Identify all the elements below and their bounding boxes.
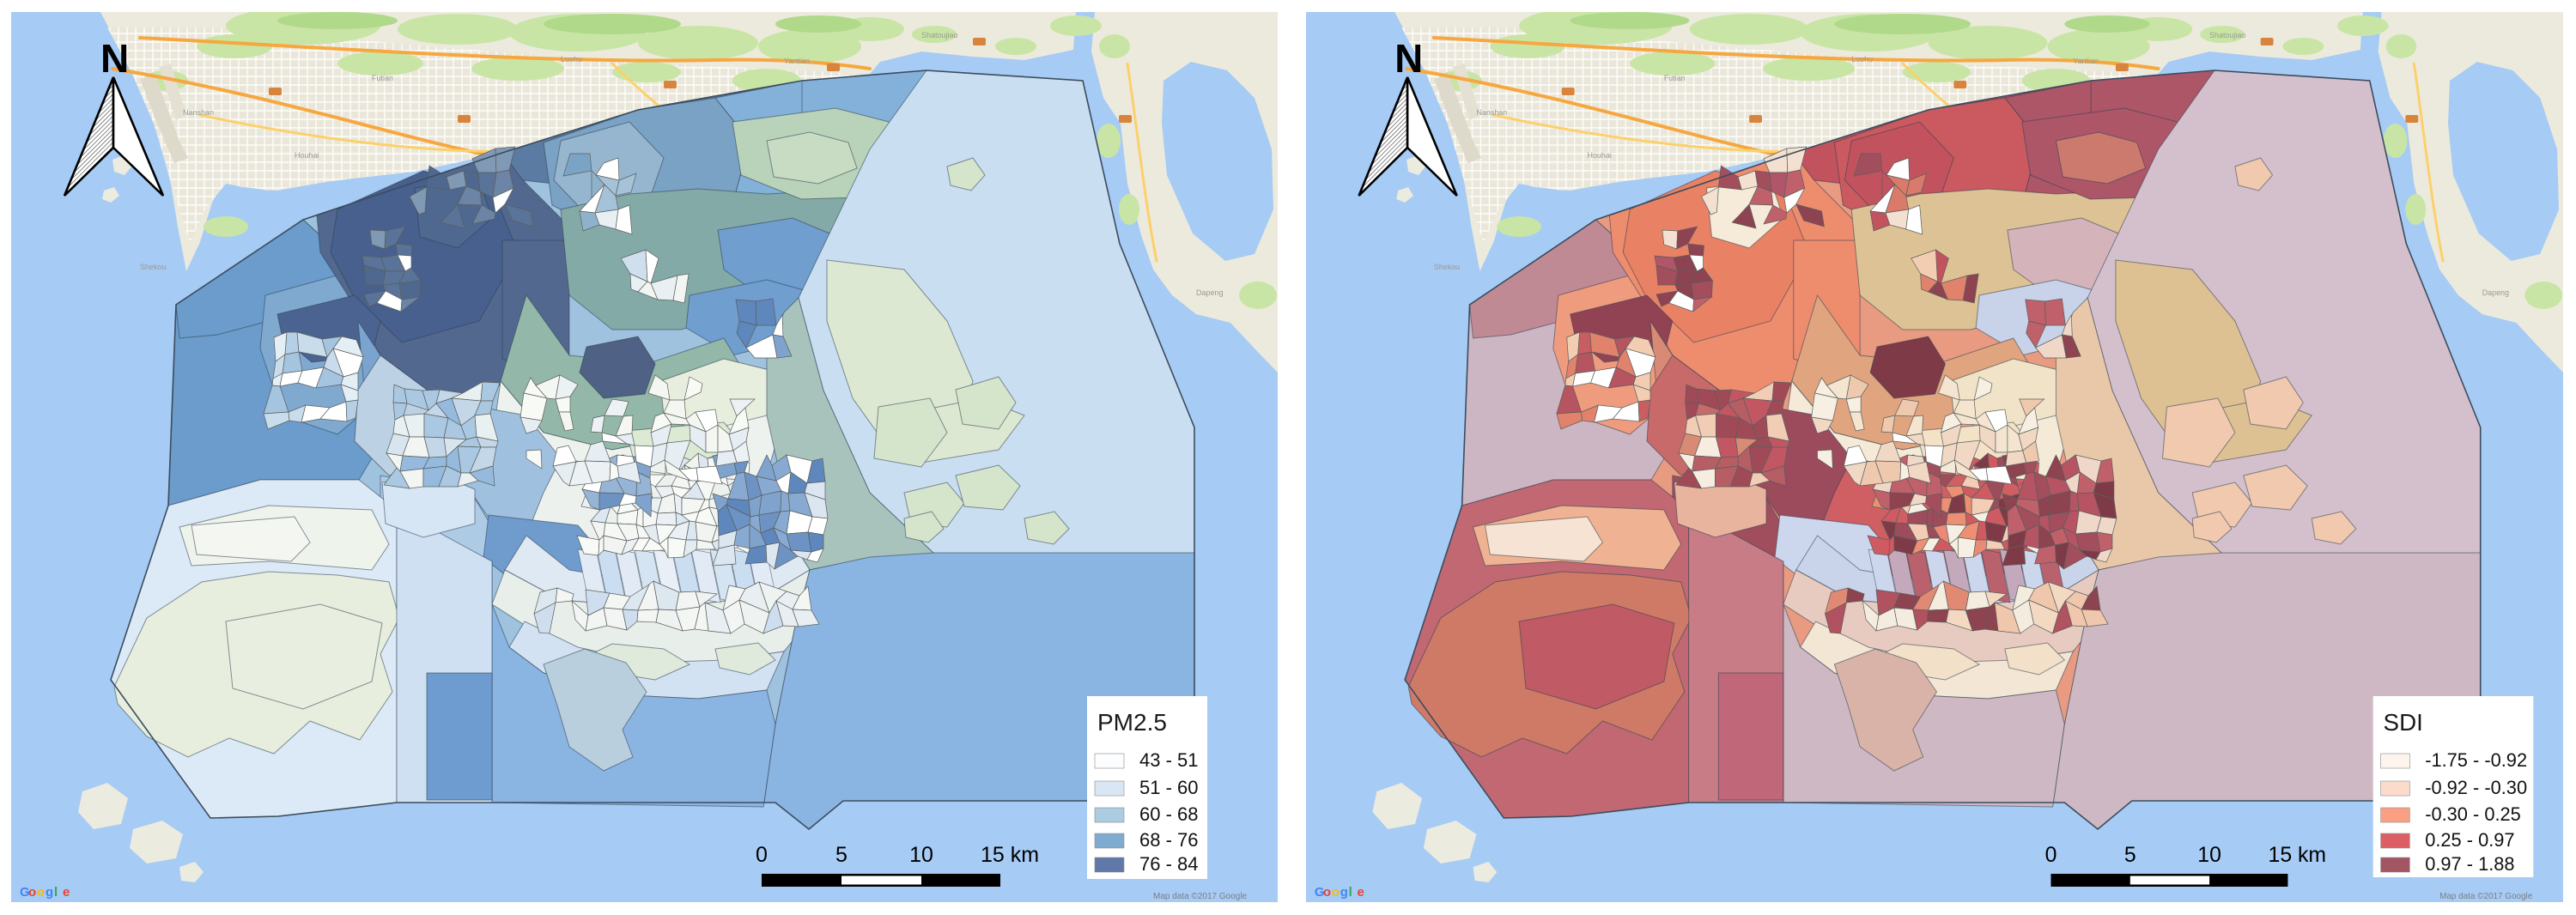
svg-text:-0.30 - 0.25: -0.30 - 0.25 (2425, 803, 2521, 825)
svg-text:10: 10 (2197, 843, 2221, 867)
svg-text:Nanshan: Nanshan (1477, 108, 1508, 117)
svg-text:G: G (20, 885, 30, 900)
svg-text:o: o (1323, 885, 1331, 900)
svg-text:Map data ©2017 Google: Map data ©2017 Google (2439, 892, 2533, 901)
svg-text:l: l (54, 885, 58, 900)
svg-text:o: o (37, 885, 45, 900)
svg-text:Map data ©2017 Google: Map data ©2017 Google (1153, 892, 1248, 901)
svg-text:0: 0 (756, 843, 768, 867)
svg-text:Futian: Futian (372, 74, 393, 82)
svg-text:10: 10 (909, 843, 933, 867)
svg-text:60 - 68: 60 - 68 (1139, 803, 1199, 825)
svg-text:G: G (1315, 885, 1325, 900)
svg-text:Luohu: Luohu (1851, 55, 1873, 64)
svg-text:76 - 84: 76 - 84 (1139, 853, 1199, 875)
svg-text:e: e (1358, 885, 1364, 900)
svg-text:Luohu: Luohu (561, 55, 582, 64)
svg-text:N: N (1394, 37, 1423, 81)
svg-text:5: 5 (835, 843, 848, 867)
svg-text:5: 5 (2124, 843, 2136, 867)
svg-text:PM2.5: PM2.5 (1097, 709, 1167, 736)
svg-text:68 - 76: 68 - 76 (1139, 829, 1199, 851)
svg-text:15 km: 15 km (981, 843, 1039, 867)
svg-text:43 - 51: 43 - 51 (1139, 749, 1199, 771)
svg-text:Dapeng: Dapeng (2482, 288, 2509, 297)
svg-text:o: o (28, 885, 36, 900)
svg-text:g: g (1340, 885, 1348, 900)
svg-text:Dapeng: Dapeng (1196, 288, 1224, 297)
svg-text:Yantian: Yantian (784, 57, 810, 65)
svg-text:l: l (1349, 885, 1352, 900)
svg-text:Shekou: Shekou (1434, 263, 1460, 271)
svg-text:15 km: 15 km (2269, 843, 2327, 867)
svg-text:e: e (63, 885, 70, 900)
svg-text:Nanshan: Nanshan (183, 108, 214, 117)
svg-text:Shatoujiao: Shatoujiao (921, 31, 958, 39)
svg-text:0.25 - 0.97: 0.25 - 0.97 (2425, 829, 2514, 851)
svg-text:Yantian: Yantian (2073, 57, 2099, 65)
svg-text:Shatoujiao: Shatoujiao (2209, 31, 2245, 39)
svg-text:SDI: SDI (2384, 709, 2423, 736)
svg-text:o: o (1332, 885, 1340, 900)
svg-text:N: N (100, 36, 129, 81)
svg-text:51 - 60: 51 - 60 (1139, 777, 1199, 798)
svg-text:g: g (46, 885, 53, 900)
svg-text:0: 0 (2045, 843, 2057, 867)
svg-text:Houhai: Houhai (1588, 151, 1612, 160)
svg-text:-0.92 - -0.30: -0.92 - -0.30 (2425, 777, 2527, 798)
svg-text:Futian: Futian (1664, 74, 1686, 82)
svg-text:Shekou: Shekou (140, 263, 167, 271)
svg-text:0.97 - 1.88: 0.97 - 1.88 (2425, 853, 2514, 875)
svg-text:Houhai: Houhai (295, 151, 319, 160)
svg-text:-1.75 - -0.92: -1.75 - -0.92 (2425, 749, 2527, 771)
